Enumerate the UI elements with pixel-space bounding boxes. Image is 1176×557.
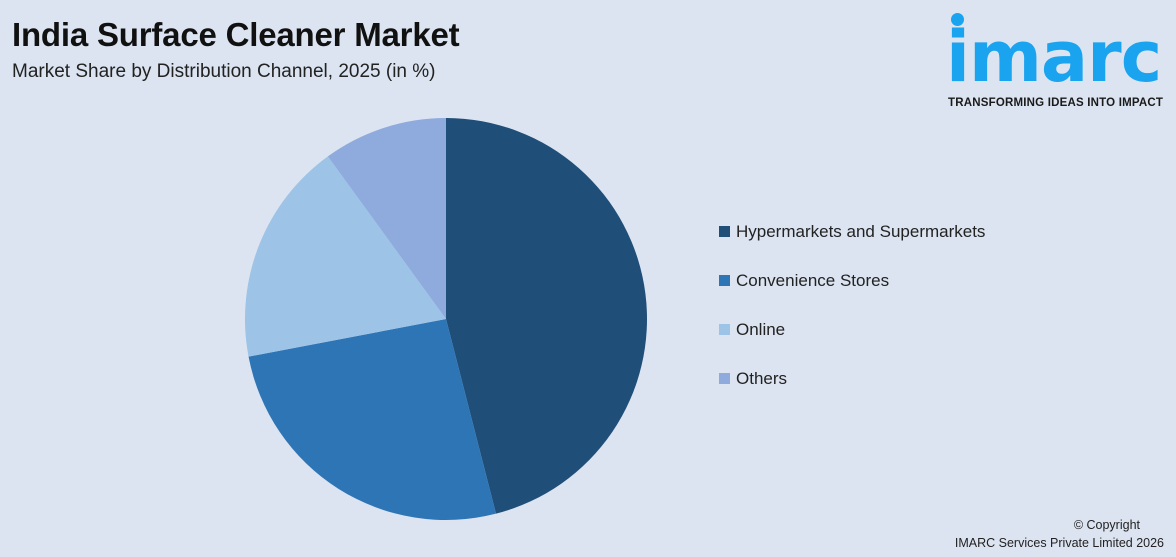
legend-label: Others [736, 368, 788, 388]
logo-dot-icon [951, 13, 964, 26]
legend-swatch [719, 226, 730, 237]
pie-slice-hypermarkets-and-supermarkets [446, 118, 647, 514]
imarc-logo: imarc TRANSFORMING IDEAS INTO IMPACT [946, 8, 1172, 113]
copyright-company: IMARC Services Private Limited 2026 [954, 536, 1164, 550]
legend-label: Online [736, 319, 786, 339]
pie-slice-convenience-stores [248, 319, 496, 520]
legend-swatch [719, 275, 730, 286]
legend-swatch [719, 324, 730, 335]
pie-slice-online [245, 156, 446, 357]
pie-slice-others [327, 118, 446, 319]
chart-subtitle: Market Share by Distribution Channel, 20… [12, 61, 436, 82]
legend-swatch [719, 373, 730, 384]
legend-item: Convenience Stores [719, 256, 985, 305]
legend-item: Hypermarkets and Supermarkets [719, 207, 985, 256]
chart-title: India Surface Cleaner Market [12, 16, 460, 53]
copyright: © Copyright IMARC Services Private Limit… [955, 516, 1164, 552]
legend-label: Convenience Stores [736, 270, 890, 290]
legend: Hypermarkets and Supermarkets Convenience… [719, 207, 985, 403]
legend-item: Others [719, 354, 985, 403]
copyright-label: © Copyright [1073, 518, 1140, 532]
legend-item: Online [719, 305, 985, 354]
legend-label: Hypermarkets and Supermarkets [736, 221, 986, 241]
logo-wordmark: imarc [946, 16, 1162, 98]
logo-tagline: TRANSFORMING IDEAS INTO IMPACT [948, 97, 1164, 109]
